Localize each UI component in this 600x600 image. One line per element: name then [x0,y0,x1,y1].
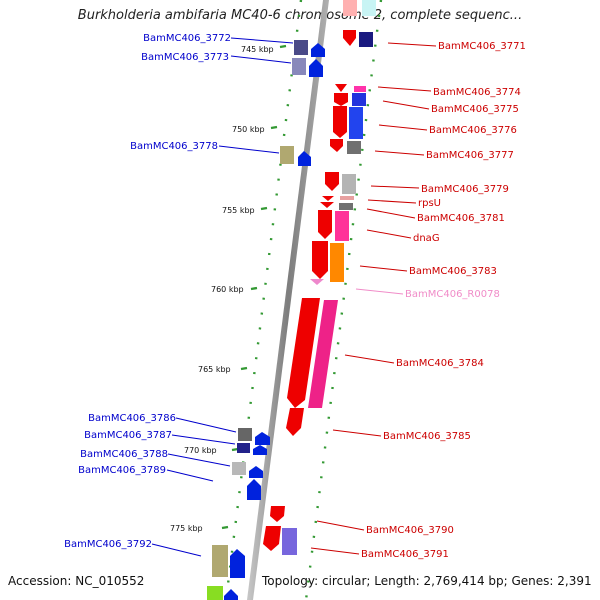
scale-label-760: 760 kbp [211,285,244,294]
gene-label-3786[interactable]: BamMC406_3786 [88,413,176,424]
gene-label-3775[interactable]: BamMC406_3775 [431,104,519,115]
gene-label-3779[interactable]: BamMC406_3779 [421,184,509,195]
gene-label-dnag[interactable]: dnaG [413,233,440,244]
gene-label-3772[interactable]: BamMC406_3772 [143,33,231,44]
gene-label-3785[interactable]: BamMC406_3785 [383,431,471,442]
gene-label-3774[interactable]: BamMC406_3774 [433,87,521,98]
gene-label-3777[interactable]: BamMC406_3777 [426,150,514,161]
left-features[interactable] [207,40,325,600]
gene-label-3776[interactable]: BamMC406_3776 [429,125,517,136]
gene-label-r0078[interactable]: BamMC406_R0078 [405,289,500,300]
gene-label-3778[interactable]: BamMC406_3778 [130,141,218,152]
gene-label-3790[interactable]: BamMC406_3790 [366,525,454,536]
scale-label-755: 755 kbp [222,206,255,215]
gene-label-3771[interactable]: BamMC406_3771 [438,41,526,52]
scale-label-770: 770 kbp [184,446,217,455]
right-features[interactable] [263,0,376,555]
scale-label-765: 765 kbp [198,365,231,374]
gene-label-3791[interactable]: BamMC406_3791 [361,549,449,560]
gene-label-3789[interactable]: BamMC406_3789 [78,465,166,476]
gene-label-3773[interactable]: BamMC406_3773 [141,52,229,63]
gene-label-3788[interactable]: BamMC406_3788 [80,449,168,460]
scale-label-750: 750 kbp [232,125,265,134]
accession-text: Accession: NC_010552 [8,574,145,588]
scale-label-745: 745 kbp [241,45,274,54]
scale-label-775: 775 kbp [170,524,203,533]
gene-label-3784[interactable]: BamMC406_3784 [396,358,484,369]
gene-label-3787[interactable]: BamMC406_3787 [84,430,172,441]
right-leaders [310,42,437,555]
gene-label-3781[interactable]: BamMC406_3781 [417,213,505,224]
rna-leader [355,288,404,295]
gene-label-3792[interactable]: BamMC406_3792 [64,539,152,550]
left-leaders [151,37,294,557]
gene-label-3783[interactable]: BamMC406_3783 [409,266,497,277]
genome-summary-text: Topology: circular; Length: 2,769,414 bp… [262,574,592,588]
gene-label-rpsu[interactable]: rpsU [418,198,441,209]
chromosome-backbone [247,0,329,600]
